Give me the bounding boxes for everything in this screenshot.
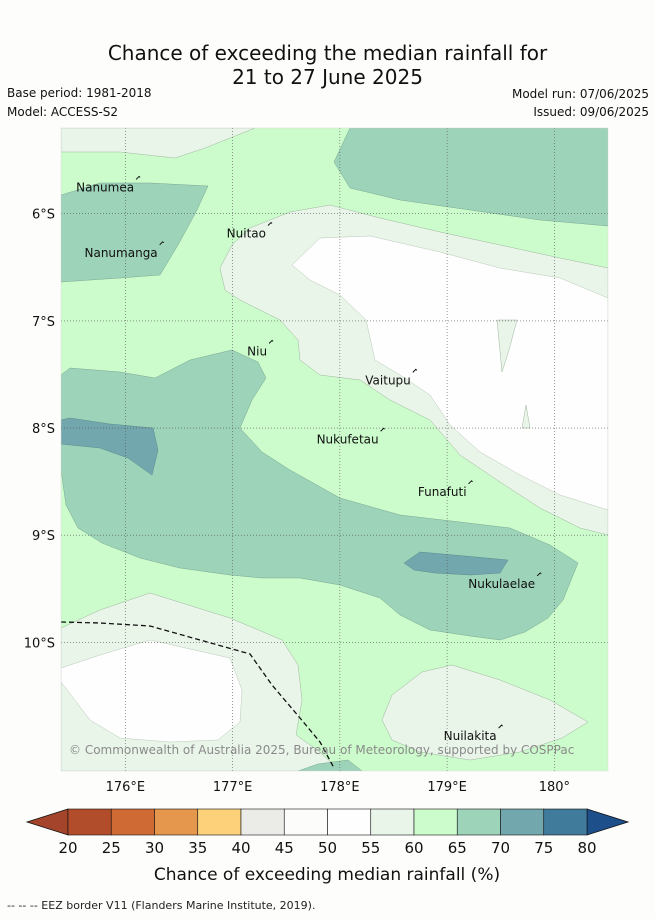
lon-tick-label: 176°E	[106, 780, 146, 795]
contour-55-60-bottom-right	[381, 664, 589, 761]
island-marker	[135, 175, 141, 180]
colorbar-tick-label: 65	[448, 839, 467, 857]
colorbar-segment	[543, 808, 588, 836]
model-run: Model run: 07/06/2025	[511, 87, 649, 101]
copyright-text: © Commonwealth of Australia 2025, Bureau…	[69, 743, 574, 757]
contour-55-60-patch-a	[496, 319, 518, 373]
colorbar-tick-label: 60	[404, 839, 423, 857]
contour-65-70-bottom	[297, 759, 363, 771]
island-marker	[268, 339, 274, 344]
colorbar-tick-label: 25	[102, 839, 121, 857]
island-marker	[267, 221, 273, 226]
contour-65-70-top-right	[333, 128, 608, 227]
lat-tick-label: 9°S	[32, 529, 55, 544]
island-marker	[498, 724, 503, 729]
island-label: Nanumanga	[85, 246, 158, 260]
colorbar-under-arrow	[25, 808, 69, 836]
colorbar-segment	[197, 808, 242, 836]
island-labels: Nanumea Nanumanga Nuitao Niu Vaitupu Nukufeta…	[76, 175, 542, 743]
colorbar: 20 25 30 35 40 45 50 55 60 65 70 75 80	[25, 808, 630, 857]
axis-tick-labels: 176°E 177°E 178°E 179°E 180° 6°S 7°S 8°S 9°S 10°S	[24, 208, 570, 795]
colorbar-segment	[154, 808, 199, 836]
island-label: Vaitupu	[365, 373, 411, 387]
lat-tick-label: 8°S	[32, 422, 55, 437]
island-label: Nanumea	[76, 180, 134, 194]
graticule	[61, 128, 608, 771]
contour-70-75-left	[61, 417, 159, 476]
colorbar-segment	[456, 808, 501, 836]
colorbar-tick-label: 70	[491, 839, 510, 857]
colorbar-segment	[283, 808, 328, 836]
island-marker	[412, 368, 418, 373]
island-label: Nukulaelae	[468, 577, 535, 591]
lon-tick-label: 179°E	[427, 780, 467, 795]
eez-legend-footnote: -- -- -- EEZ border V11 (Flanders Marine…	[7, 899, 316, 912]
island-label: Nukufetau	[317, 432, 379, 446]
colorbar-segment	[327, 808, 372, 836]
map-frame	[60, 127, 609, 772]
colorbar-segment	[500, 808, 545, 836]
colorbar-tick-label: 80	[577, 839, 596, 857]
colorbar-tick-label: 55	[361, 839, 380, 857]
contour-50-55-center	[291, 235, 608, 511]
contour-50-55-bottom-left	[61, 639, 243, 743]
colorbar-label: Chance of exceeding median rainfall (%)	[154, 865, 500, 885]
title-line-1: Chance of exceeding the median rainfall …	[107, 41, 548, 65]
island-label: Nuilakita	[444, 729, 497, 743]
eez-border	[61, 621, 335, 769]
island-marker	[468, 480, 473, 485]
island-label: Funafuti	[418, 485, 467, 499]
colorbar-over-arrow	[586, 808, 630, 836]
colorbar-tick-label: 75	[534, 839, 553, 857]
contour-70-75-right	[403, 551, 509, 576]
contour-55-60-top	[61, 128, 256, 159]
island-label: Niu	[247, 344, 267, 358]
colorbar-segment	[67, 808, 112, 836]
title-line-2: 21 to 27 June 2025	[232, 65, 423, 89]
island-marker	[380, 427, 385, 432]
island-label: Nuitao	[227, 227, 266, 241]
colorbar-segment	[240, 808, 285, 836]
map-contours: Nanumea Nanumanga Nuitao Niu Vaitupu Nukufeta…	[61, 128, 608, 771]
model-name: Model: ACCESS-S2	[7, 105, 119, 119]
colorbar-tick-label: 45	[275, 839, 294, 857]
colorbar-tick-label: 50	[318, 839, 337, 857]
contour-65-70-left	[61, 182, 209, 283]
lat-tick-label: 6°S	[32, 208, 55, 223]
lon-tick-label: 177°E	[213, 780, 253, 795]
island-marker	[536, 572, 542, 577]
colorbar-tick-label: 20	[58, 839, 77, 857]
issued-date: Issued: 09/06/2025	[533, 105, 649, 119]
lat-tick-label: 10°S	[24, 636, 55, 651]
colorbar-segment	[413, 808, 458, 836]
base-period: Base period: 1981-2018	[7, 86, 152, 100]
colorbar-tick-label: 30	[145, 839, 164, 857]
lon-tick-label: 178°E	[320, 780, 360, 795]
island-marker	[159, 241, 165, 246]
colorbar-segment	[110, 808, 155, 836]
colorbar-segment	[370, 808, 415, 836]
lon-tick-label: 180°	[539, 780, 570, 795]
colorbar-tick-label: 35	[188, 839, 207, 857]
lat-tick-label: 7°S	[32, 315, 55, 330]
colorbar-tick-label: 40	[231, 839, 250, 857]
